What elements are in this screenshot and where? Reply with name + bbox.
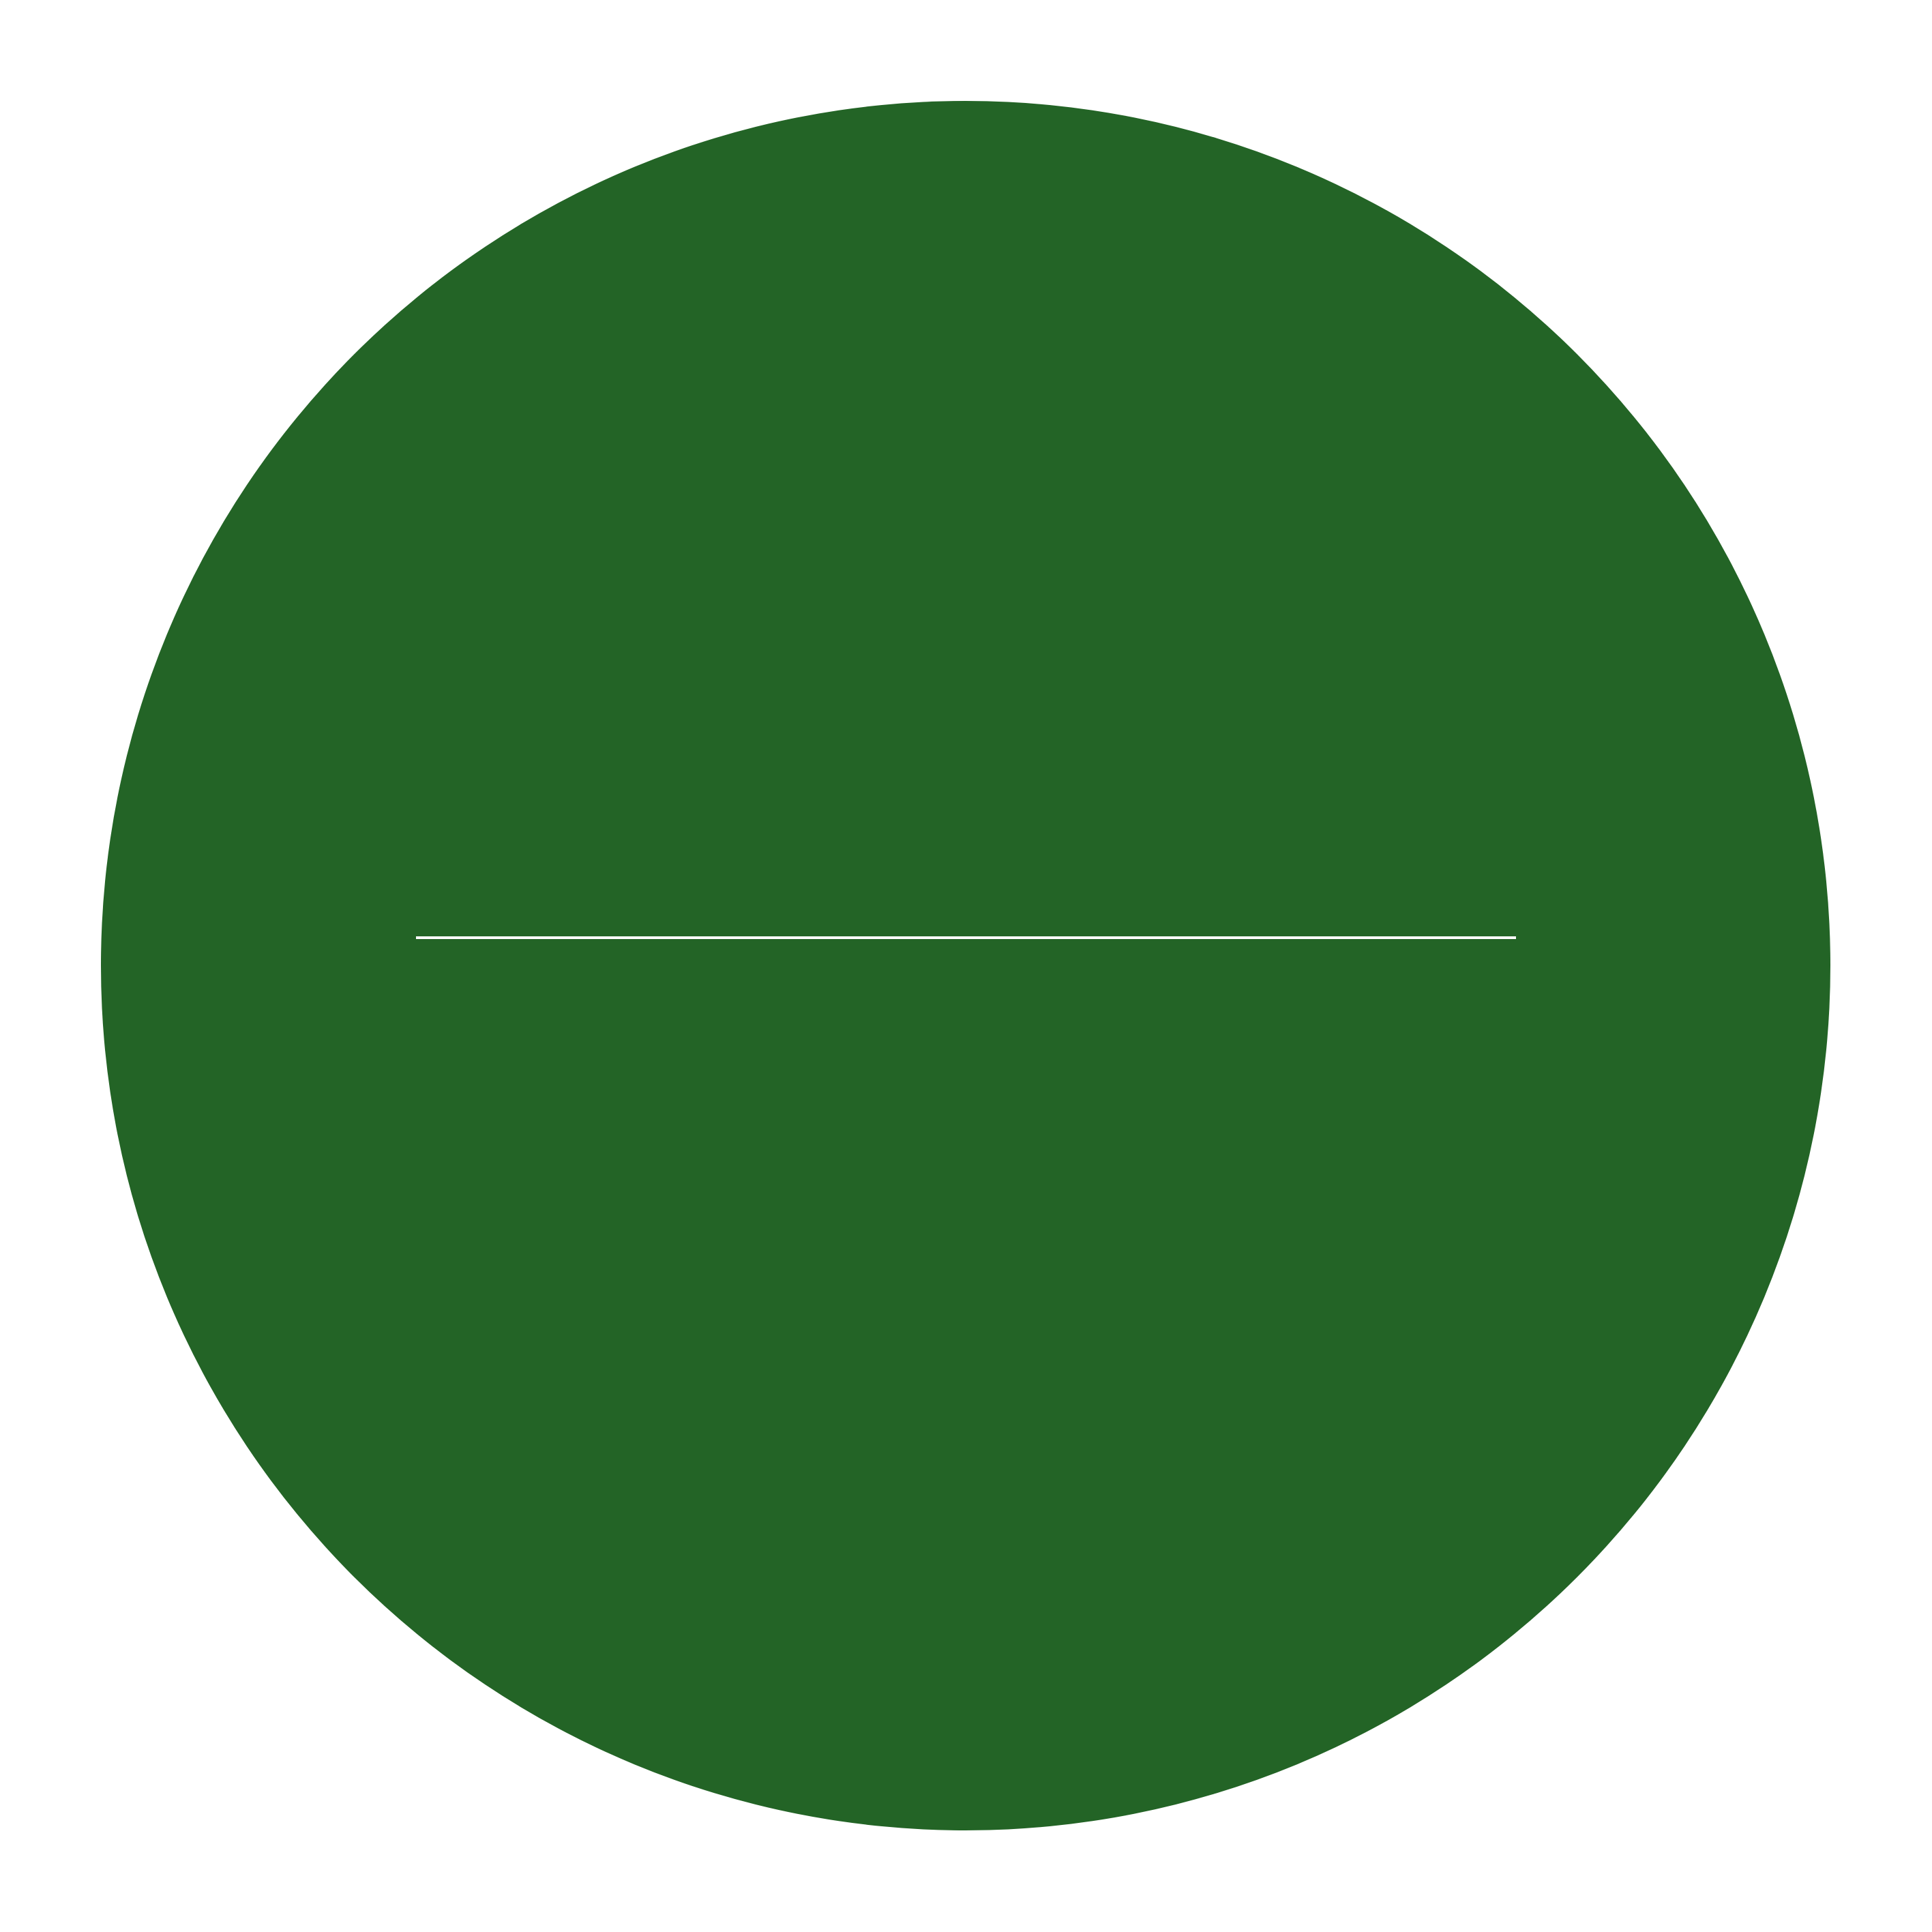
green-disc xyxy=(101,101,1830,1830)
